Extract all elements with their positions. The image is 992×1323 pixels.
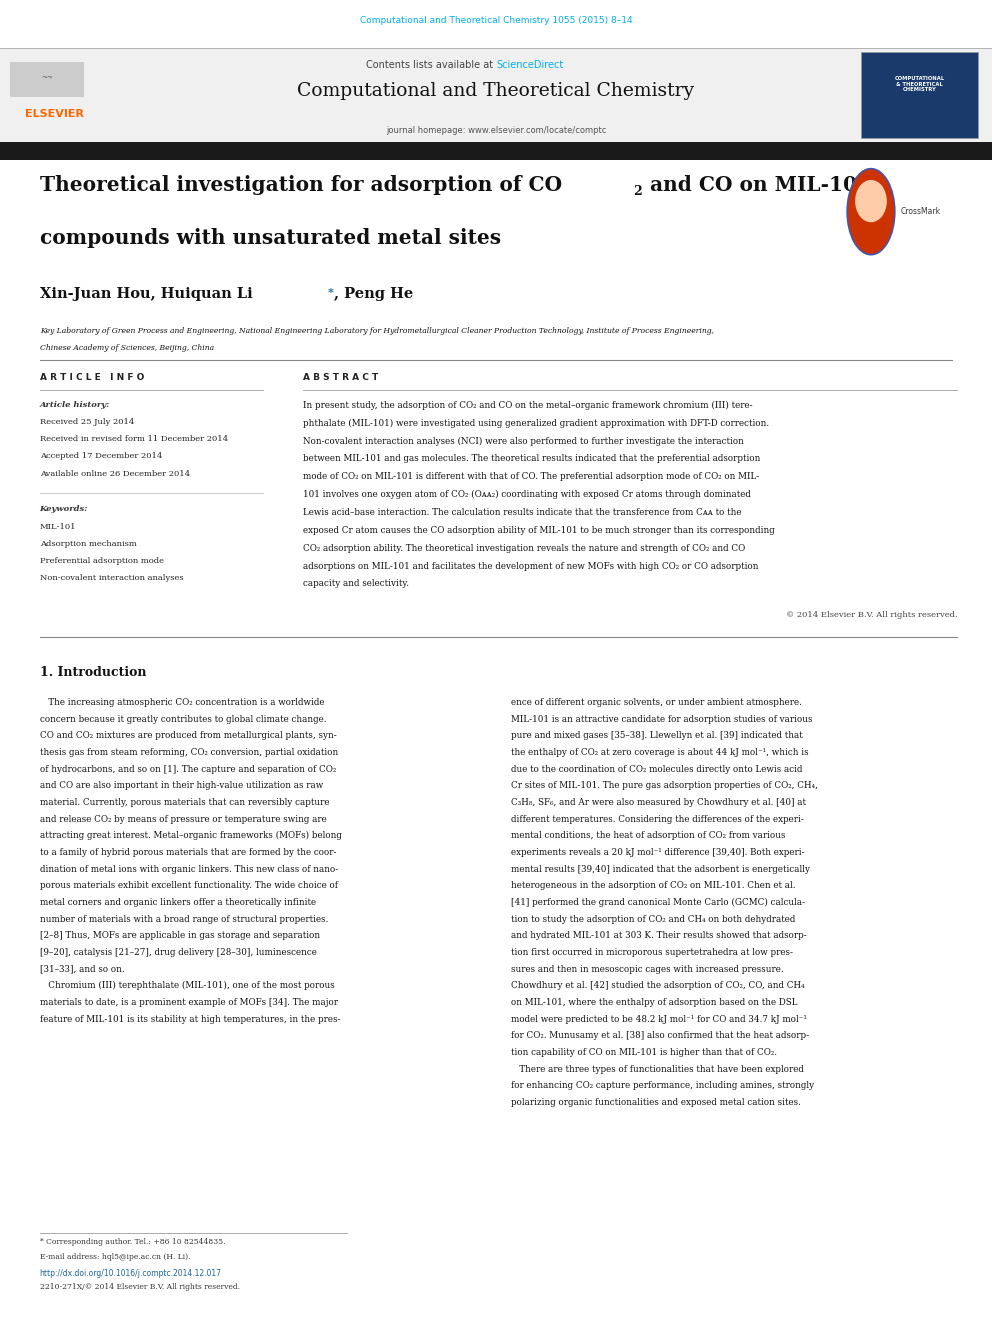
- Text: ence of different organic solvents, or under ambient atmosphere.: ence of different organic solvents, or u…: [511, 699, 802, 706]
- Text: MIL-101: MIL-101: [40, 523, 76, 531]
- Text: Non-covalent interaction analyses (NCI) were also performed to further investiga: Non-covalent interaction analyses (NCI) …: [303, 437, 743, 446]
- Text: http://dx.doi.org/10.1016/j.comptc.2014.12.017: http://dx.doi.org/10.1016/j.comptc.2014.…: [40, 1269, 221, 1278]
- Bar: [0, 142, 992, 160]
- Text: model were predicted to be 48.2 kJ mol⁻¹ for CO and 34.7 kJ mol⁻¹: model were predicted to be 48.2 kJ mol⁻¹…: [511, 1015, 806, 1024]
- Text: Cr sites of MIL-101. The pure gas adsorption properties of CO₂, CH₄,: Cr sites of MIL-101. The pure gas adsorp…: [511, 781, 817, 790]
- Text: mode of CO₂ on MIL-101 is different with that of CO. The preferential adsorption: mode of CO₂ on MIL-101 is different with…: [303, 472, 759, 482]
- Text: and release CO₂ by means of pressure or temperature swing are: and release CO₂ by means of pressure or …: [40, 815, 326, 824]
- Text: polarizing organic functionalities and exposed metal cation sites.: polarizing organic functionalities and e…: [511, 1098, 801, 1107]
- Text: 1. Introduction: 1. Introduction: [40, 667, 146, 679]
- Text: Adsorption mechanism: Adsorption mechanism: [40, 540, 137, 548]
- Text: Lewis acid–base interaction. The calculation results indicate that the transfere: Lewis acid–base interaction. The calcula…: [303, 508, 741, 517]
- Bar: [861, 52, 978, 138]
- Text: tion capability of CO on MIL-101 is higher than that of CO₂.: tion capability of CO on MIL-101 is high…: [511, 1048, 777, 1057]
- Text: tion to study the adsorption of CO₂ and CH₄ on both dehydrated: tion to study the adsorption of CO₂ and …: [511, 914, 796, 923]
- Text: Contents lists available at: Contents lists available at: [366, 61, 496, 70]
- Text: between MIL-101 and gas molecules. The theoretical results indicated that the pr: between MIL-101 and gas molecules. The t…: [303, 455, 760, 463]
- Text: Computational and Theoretical Chemistry: Computational and Theoretical Chemistry: [298, 82, 694, 99]
- Text: [41] performed the grand canonical Monte Carlo (GCMC) calcula-: [41] performed the grand canonical Monte…: [511, 898, 805, 908]
- Text: Preferential adsorption mode: Preferential adsorption mode: [40, 557, 164, 565]
- Text: sures and then in mesoscopic cages with increased pressure.: sures and then in mesoscopic cages with …: [511, 964, 784, 974]
- Text: Chowdhury et al. [42] studied the adsorption of CO₂, CO, and CH₄: Chowdhury et al. [42] studied the adsorp…: [511, 982, 805, 991]
- Text: Theoretical investigation for adsorption of CO: Theoretical investigation for adsorption…: [40, 175, 561, 194]
- Text: The increasing atmospheric CO₂ concentration is a worldwide: The increasing atmospheric CO₂ concentra…: [40, 699, 324, 706]
- Text: C₃H₈, SF₆, and Ar were also measured by Chowdhury et al. [40] at: C₃H₈, SF₆, and Ar were also measured by …: [511, 798, 806, 807]
- Text: Xin-Juan Hou, Huiquan Li: Xin-Juan Hou, Huiquan Li: [40, 287, 252, 302]
- Text: phthalate (MIL-101) were investigated using generalized gradient approximation w: phthalate (MIL-101) were investigated us…: [303, 418, 769, 427]
- Text: and CO are also important in their high-value utilization as raw: and CO are also important in their high-…: [40, 781, 323, 790]
- Text: mental conditions, the heat of adsorption of CO₂ from various: mental conditions, the heat of adsorptio…: [511, 831, 786, 840]
- Text: [9–20], catalysis [21–27], drug delivery [28–30], luminescence: [9–20], catalysis [21–27], drug delivery…: [40, 949, 316, 957]
- Text: adsorptions on MIL-101 and facilitates the development of new MOFs with high CO₂: adsorptions on MIL-101 and facilitates t…: [303, 562, 758, 570]
- Text: Non-covalent interaction analyses: Non-covalent interaction analyses: [40, 574, 184, 582]
- Text: material. Currently, porous materials that can reversibly capture: material. Currently, porous materials th…: [40, 798, 329, 807]
- Text: Article history:: Article history:: [40, 401, 110, 409]
- Text: experiments reveals a 20 kJ mol⁻¹ difference [39,40]. Both experi-: experiments reveals a 20 kJ mol⁻¹ differ…: [511, 848, 805, 857]
- Text: ScienceDirect: ScienceDirect: [496, 61, 563, 70]
- Text: of hydrocarbons, and so on [1]. The capture and separation of CO₂: of hydrocarbons, and so on [1]. The capt…: [40, 765, 336, 774]
- Text: and hydrated MIL-101 at 303 K. Their results showed that adsorp-: and hydrated MIL-101 at 303 K. Their res…: [511, 931, 806, 941]
- Text: *: *: [327, 287, 333, 298]
- Text: to a family of hybrid porous materials that are formed by the coor-: to a family of hybrid porous materials t…: [40, 848, 336, 857]
- Text: concern because it greatly contributes to global climate change.: concern because it greatly contributes t…: [40, 714, 326, 724]
- Text: [31–33], and so on.: [31–33], and so on.: [40, 964, 124, 974]
- Text: on MIL-101, where the enthalpy of adsorption based on the DSL: on MIL-101, where the enthalpy of adsorp…: [511, 998, 798, 1007]
- Text: for CO₂. Munusamy et al. [38] also confirmed that the heat adsorp-: for CO₂. Munusamy et al. [38] also confi…: [511, 1032, 809, 1040]
- Text: Chinese Academy of Sciences, Beijing, China: Chinese Academy of Sciences, Beijing, Ch…: [40, 344, 214, 352]
- Text: CrossMark: CrossMark: [901, 208, 940, 216]
- Text: thesis gas from steam reforming, CO₂ conversion, partial oxidation: thesis gas from steam reforming, CO₂ con…: [40, 747, 338, 757]
- Text: 2: 2: [633, 185, 642, 198]
- Text: [2–8] Thus, MOFs are applicable in gas storage and separation: [2–8] Thus, MOFs are applicable in gas s…: [40, 931, 319, 941]
- Text: , Peng He: , Peng He: [334, 287, 414, 302]
- Text: 2210-271X/© 2014 Elsevier B.V. All rights reserved.: 2210-271X/© 2014 Elsevier B.V. All right…: [40, 1283, 240, 1291]
- Text: CO₂ adsorption ability. The theoretical investigation reveals the nature and str: CO₂ adsorption ability. The theoretical …: [303, 544, 745, 553]
- Text: There are three types of functionalities that have been explored: There are three types of functionalities…: [511, 1065, 804, 1074]
- Text: pure and mixed gases [35–38]. Llewellyn et al. [39] indicated that: pure and mixed gases [35–38]. Llewellyn …: [511, 732, 803, 741]
- Bar: [10, 62, 84, 97]
- Text: for enhancing CO₂ capture performance, including amines, strongly: for enhancing CO₂ capture performance, i…: [511, 1081, 814, 1090]
- Text: Received in revised form 11 December 2014: Received in revised form 11 December 201…: [40, 435, 228, 443]
- Text: Accepted 17 December 2014: Accepted 17 December 2014: [40, 452, 162, 460]
- Text: feature of MIL-101 is its stability at high temperatures, in the pres-: feature of MIL-101 is its stability at h…: [40, 1015, 340, 1024]
- Bar: [0, 48, 992, 142]
- Text: A B S T R A C T: A B S T R A C T: [303, 373, 378, 382]
- Text: COMPUTATIONAL
& THEORETICAL
CHEMISTRY: COMPUTATIONAL & THEORETICAL CHEMISTRY: [895, 75, 944, 93]
- Text: materials to date, is a prominent example of MOFs [34]. The major: materials to date, is a prominent exampl…: [40, 998, 337, 1007]
- Text: number of materials with a broad range of structural properties.: number of materials with a broad range o…: [40, 914, 328, 923]
- Text: Available online 26 December 2014: Available online 26 December 2014: [40, 470, 189, 478]
- Text: MIL-101 is an attractive candidate for adsorption studies of various: MIL-101 is an attractive candidate for a…: [511, 714, 812, 724]
- Text: Key Laboratory of Green Process and Engineering, National Engineering Laboratory: Key Laboratory of Green Process and Engi…: [40, 327, 713, 335]
- Ellipse shape: [847, 169, 895, 254]
- Text: Chromium (III) terephthalate (MIL-101), one of the most porous: Chromium (III) terephthalate (MIL-101), …: [40, 982, 334, 991]
- Text: Keywords:: Keywords:: [40, 505, 88, 513]
- Text: Computational and Theoretical Chemistry 1055 (2015) 8–14: Computational and Theoretical Chemistry …: [360, 16, 632, 25]
- Text: ELSEVIER: ELSEVIER: [25, 108, 83, 119]
- Text: exposed Cr atom causes the CO adsorption ability of MIL-101 to be much stronger : exposed Cr atom causes the CO adsorption…: [303, 527, 775, 534]
- Text: CO and CO₂ mixtures are produced from metallurgical plants, syn-: CO and CO₂ mixtures are produced from me…: [40, 732, 336, 741]
- Text: dination of metal ions with organic linkers. This new class of nano-: dination of metal ions with organic link…: [40, 865, 338, 873]
- Text: due to the coordination of CO₂ molecules directly onto Lewis acid: due to the coordination of CO₂ molecules…: [511, 765, 803, 774]
- Text: * Corresponding author. Tel.: +86 10 82544835.: * Corresponding author. Tel.: +86 10 825…: [40, 1238, 225, 1246]
- Text: and CO on MIL-101: and CO on MIL-101: [643, 175, 871, 194]
- Text: porous materials exhibit excellent functionality. The wide choice of: porous materials exhibit excellent funct…: [40, 881, 337, 890]
- Ellipse shape: [855, 180, 887, 222]
- Text: heterogeneous in the adsorption of CO₂ on MIL-101. Chen et al.: heterogeneous in the adsorption of CO₂ o…: [511, 881, 796, 890]
- Text: Received 25 July 2014: Received 25 July 2014: [40, 418, 134, 426]
- Text: compounds with unsaturated metal sites: compounds with unsaturated metal sites: [40, 228, 501, 247]
- Text: metal corners and organic linkers offer a theoretically infinite: metal corners and organic linkers offer …: [40, 898, 315, 908]
- Text: tion first occurred in microporous supertetrahedra at low pres-: tion first occurred in microporous super…: [511, 949, 793, 957]
- Text: ~~: ~~: [42, 74, 54, 82]
- Text: © 2014 Elsevier B.V. All rights reserved.: © 2014 Elsevier B.V. All rights reserved…: [786, 611, 957, 619]
- Text: the enthalpy of CO₂ at zero coverage is about 44 kJ mol⁻¹, which is: the enthalpy of CO₂ at zero coverage is …: [511, 747, 808, 757]
- Text: A R T I C L E   I N F O: A R T I C L E I N F O: [40, 373, 144, 382]
- Text: In present study, the adsorption of CO₂ and CO on the metal–organic framework ch: In present study, the adsorption of CO₂ …: [303, 401, 752, 410]
- Text: 101 involves one oxygen atom of CO₂ (Oᴀᴀ₂) coordinating with exposed Cr atoms th: 101 involves one oxygen atom of CO₂ (Oᴀᴀ…: [303, 491, 750, 499]
- Text: mental results [39,40] indicated that the adsorbent is energetically: mental results [39,40] indicated that th…: [511, 865, 809, 873]
- Text: capacity and selectivity.: capacity and selectivity.: [303, 579, 409, 589]
- Text: journal homepage: www.elsevier.com/locate/comptc: journal homepage: www.elsevier.com/locat…: [386, 126, 606, 135]
- Text: attracting great interest. Metal–organic frameworks (MOFs) belong: attracting great interest. Metal–organic…: [40, 831, 341, 840]
- Text: different temperatures. Considering the differences of the experi-: different temperatures. Considering the …: [511, 815, 804, 824]
- Text: E-mail address: hql5@ipe.ac.cn (H. Li).: E-mail address: hql5@ipe.ac.cn (H. Li).: [40, 1253, 190, 1261]
